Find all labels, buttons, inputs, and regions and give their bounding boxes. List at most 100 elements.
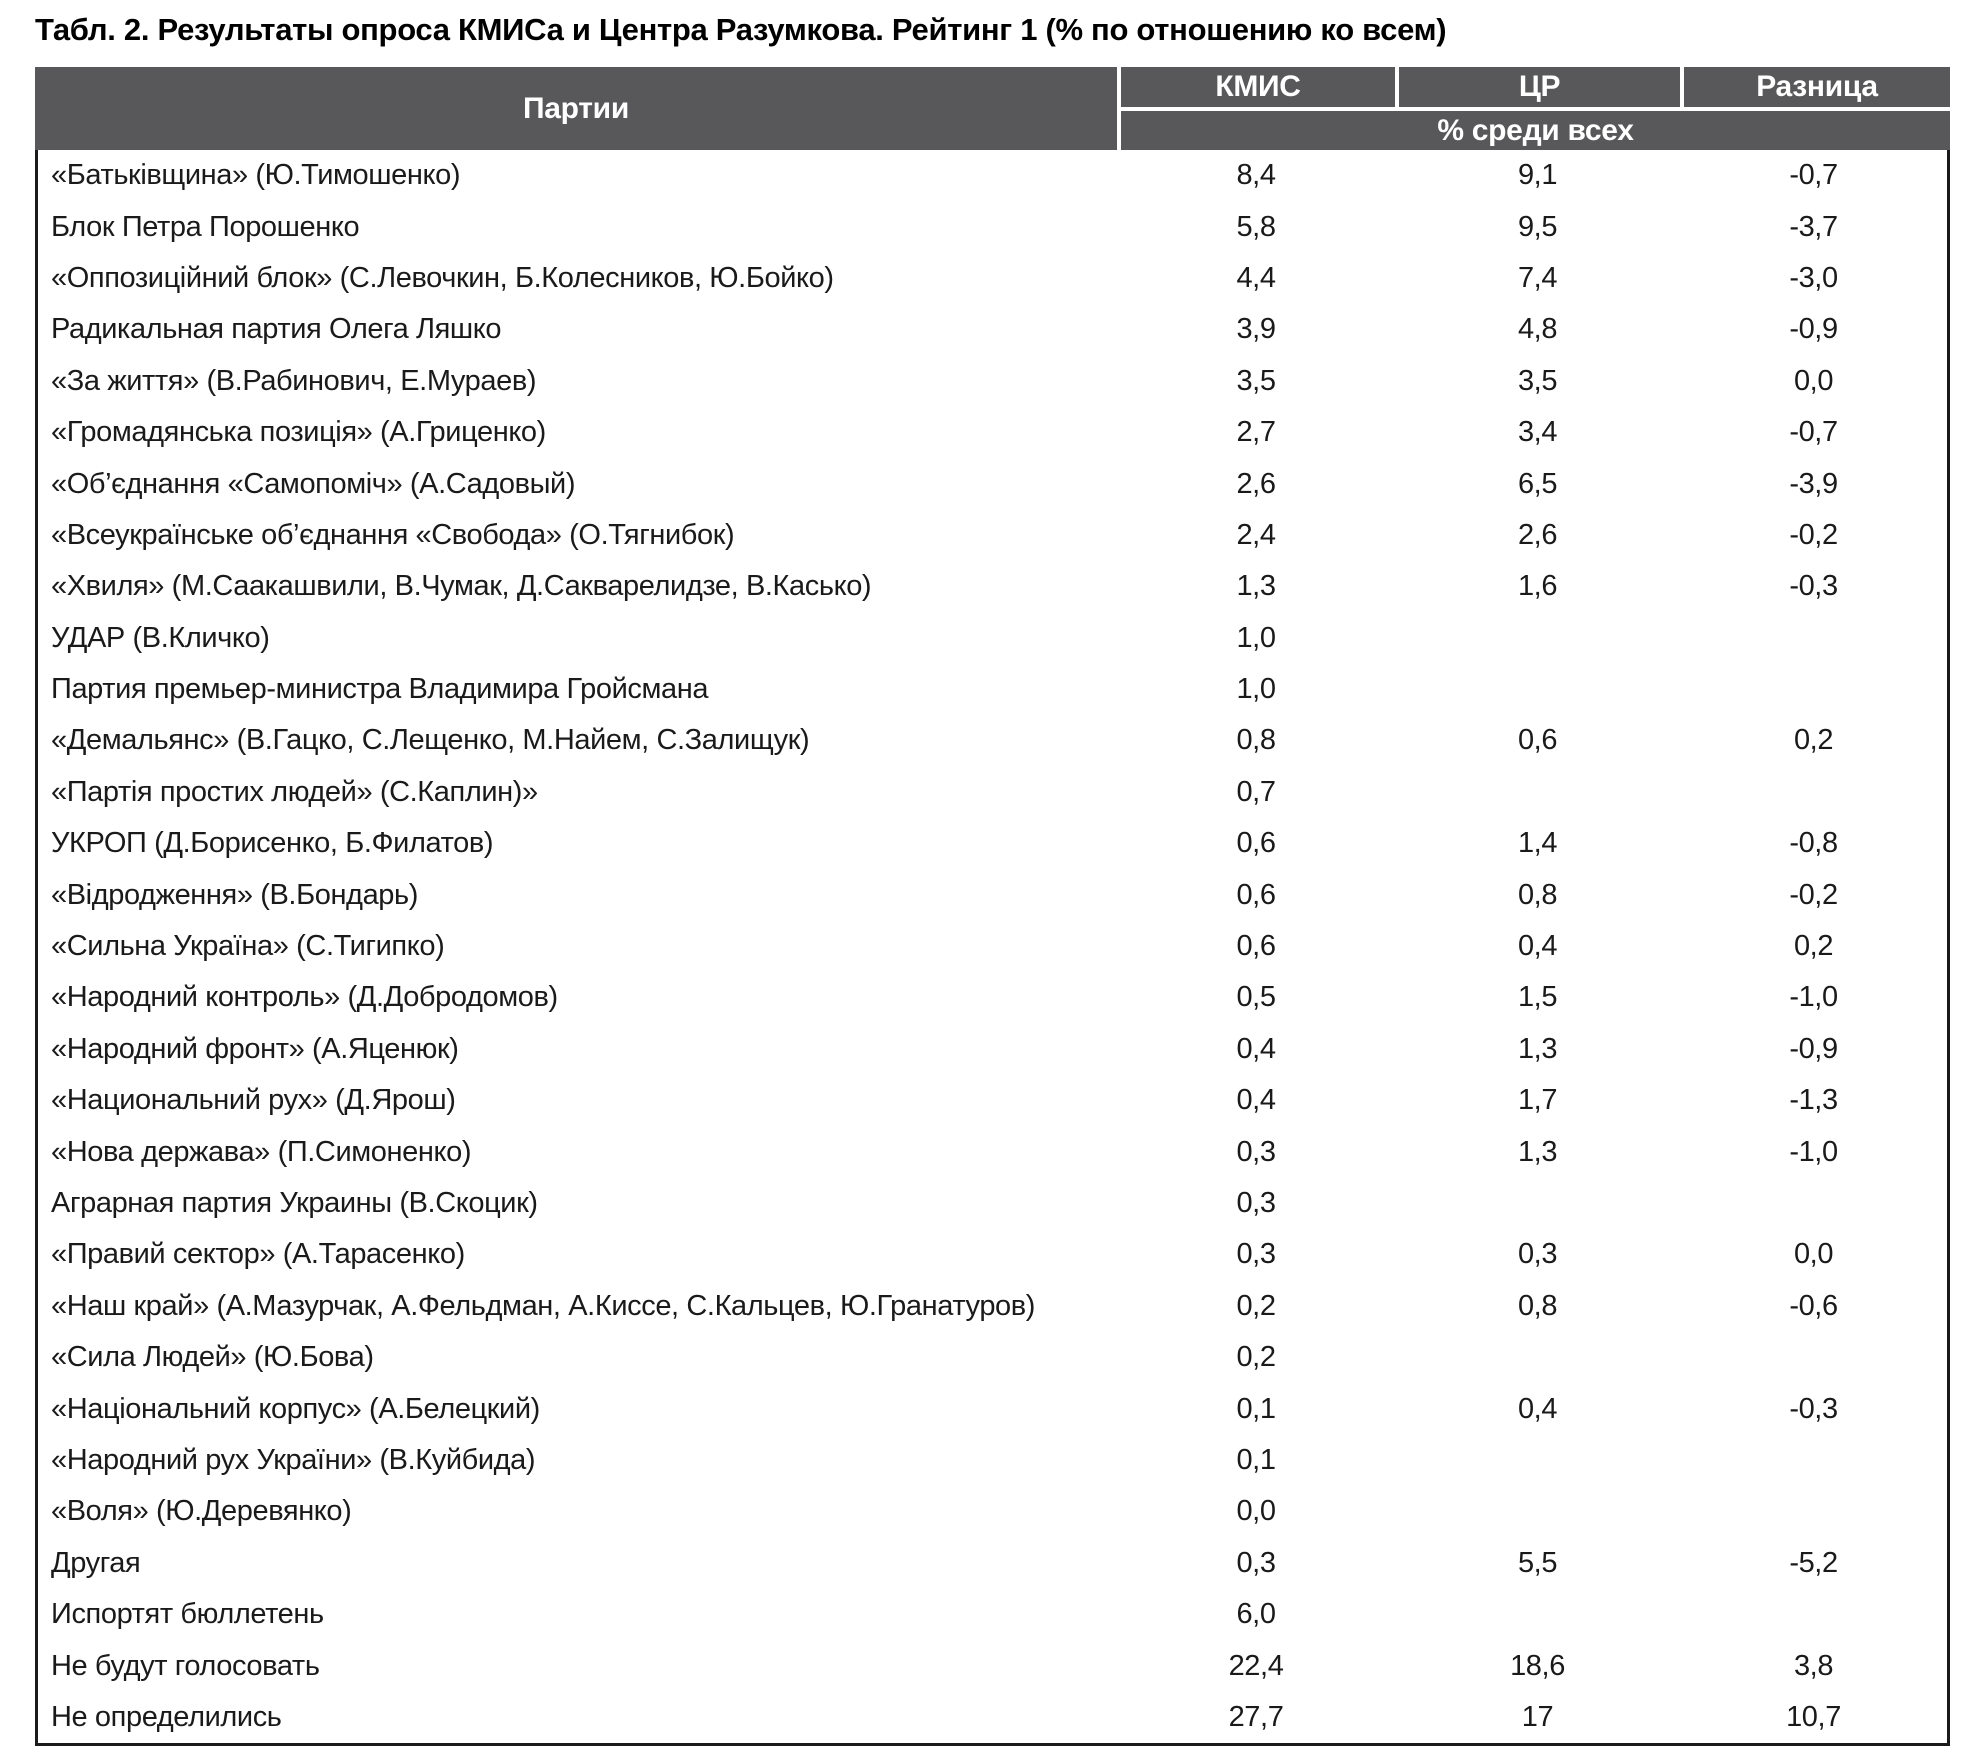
kmis-value-cell: 0,6	[1236, 930, 1276, 963]
poll-results-table: Партии КМИС ЦР Разница % среди всех «Бат…	[35, 67, 1950, 1747]
table-row: Блок Петра Порошенко 5,8 9,5 -3,7	[38, 201, 1947, 252]
kmis-value-cell: 0,2	[1236, 1289, 1276, 1322]
table-row: «Сильна Україна» (С.Тигипко) 0,6 0,4 0,2	[38, 921, 1947, 972]
table-row: «Национальний рух» (Д.Ярош) 0,4 1,7 -1,3	[38, 1075, 1947, 1126]
party-name-cell: «Нова держава» (П.Симоненко)	[51, 1135, 472, 1168]
cr-value-cell: 0,8	[1517, 878, 1558, 911]
kmis-value-cell: 0,0	[1236, 1495, 1276, 1528]
kmis-value-cell: 0,1	[1236, 1392, 1276, 1425]
kmis-value-cell: 1,3	[1236, 570, 1276, 603]
kmis-value-cell: 0,1	[1236, 1443, 1276, 1476]
party-name-cell: «Демальянс» (В.Гацко, С.Лещенко, М.Найем…	[51, 724, 810, 757]
cr-value-cell: 0,3	[1517, 1238, 1558, 1271]
table-row: «Відродження» (В.Бондарь) 0,6 0,8 -0,2	[38, 869, 1947, 920]
table-row: Не будут голосовать 22,4 18,6 3,8	[38, 1640, 1947, 1691]
cr-value-cell: 1,6	[1517, 570, 1558, 603]
kmis-value-cell: 22,4	[1228, 1649, 1284, 1682]
party-name-cell: «Громадянська позиція» (А.Гриценко)	[51, 416, 546, 449]
kmis-value-cell: 0,5	[1236, 981, 1276, 1014]
party-name-cell: «Народний контроль» (Д.Добродомов)	[51, 981, 558, 1014]
difference-value-cell: -0,3	[1789, 570, 1838, 603]
difference-value-cell: -0,7	[1789, 159, 1838, 192]
party-name-cell: Аграрная партия Украины (В.Скоцик)	[51, 1187, 538, 1219]
party-name-cell: «Об’єднання «Самопоміч» (А.Садовый)	[51, 467, 576, 500]
table-row: «Народний фронт» (А.Яценюк) 0,4 1,3 -0,9	[38, 1024, 1947, 1075]
party-name-cell: «Правий сектор» (А.Тарасенко)	[51, 1238, 465, 1271]
party-name-cell: Блок Петра Порошенко	[51, 210, 360, 243]
difference-value-cell: -0,7	[1789, 416, 1838, 449]
table-row: «Воля» (Ю.Деревянко) 0,0	[38, 1486, 1947, 1537]
cr-value-cell: 9,5	[1517, 210, 1558, 243]
party-name-cell: «Національний корпус» (А.Белецкий)	[51, 1392, 540, 1425]
kmis-value-cell: 6,0	[1236, 1598, 1276, 1631]
party-name-cell: «Наш край» (А.Мазурчак, А.Фельдман, А.Ки…	[51, 1289, 1036, 1322]
difference-value-cell: -1,0	[1789, 981, 1838, 1014]
cr-value-cell: 6,5	[1517, 467, 1558, 500]
kmis-value-cell: 0,4	[1236, 1084, 1276, 1117]
party-name-cell: «Народний рух України» (В.Куйбида)	[51, 1443, 536, 1476]
difference-value-cell: 10,7	[1786, 1700, 1841, 1733]
kmis-value-cell: 3,9	[1236, 313, 1276, 346]
table-row: «Громадянська позиція» (А.Гриценко) 2,7 3,…	[38, 407, 1947, 458]
kmis-value-cell: 1,0	[1236, 673, 1276, 706]
difference-value-cell: -1,0	[1789, 1135, 1838, 1168]
table-row: Партия премьер-министра Владимира Гройсм…	[38, 664, 1947, 715]
table-row: «Народний рух України» (В.Куйбида) 0,1	[38, 1435, 1947, 1486]
table-row: Другая 0,3 5,5 -5,2	[38, 1538, 1947, 1589]
difference-value-cell: 0,2	[1793, 930, 1834, 963]
kmis-value-cell: 3,5	[1236, 364, 1276, 397]
cr-value-cell: 0,6	[1517, 724, 1558, 757]
table-row: «Сила Людей» (Ю.Бова) 0,2	[38, 1332, 1947, 1383]
kmis-value-cell: 0,3	[1236, 1238, 1276, 1271]
subheader-percent-among-all: % среди всех	[1117, 107, 1950, 150]
table-row: Испортят бюллетень 6,0	[38, 1589, 1947, 1640]
cr-value-cell: 18,6	[1510, 1649, 1565, 1682]
cr-value-cell: 0,4	[1517, 930, 1558, 963]
table-row: «Демальянс» (В.Гацко, С.Лещенко, М.Найем…	[38, 715, 1947, 766]
table-row: «Об’єднання «Самопоміч» (А.Садовый) 2,6 6,…	[38, 458, 1947, 509]
table-row: «Хвиля» (М.Саакашвили, В.Чумак, Д.Саквар…	[38, 561, 1947, 612]
difference-value-cell: -0,3	[1789, 1392, 1838, 1425]
kmis-value-cell: 2,6	[1236, 467, 1276, 500]
cr-value-cell: 1,3	[1517, 1135, 1558, 1168]
kmis-value-cell: 2,7	[1236, 416, 1276, 449]
table-row: «Національний корпус» (А.Белецкий) 0,1 0,4…	[38, 1383, 1947, 1434]
kmis-value-cell: 0,3	[1236, 1546, 1276, 1579]
difference-value-cell: -0,2	[1789, 878, 1838, 911]
difference-value-cell: -0,9	[1789, 1032, 1838, 1065]
difference-value-cell: -3,0	[1789, 261, 1838, 294]
kmis-value-cell: 0,7	[1236, 775, 1276, 808]
difference-value-cell: -1,3	[1789, 1084, 1838, 1117]
kmis-value-cell: 0,6	[1236, 827, 1276, 860]
party-name-cell: «Сильна Україна» (С.Тигипко)	[51, 930, 445, 963]
kmis-value-cell: 0,6	[1236, 878, 1276, 911]
party-name-cell: Не определились	[51, 1700, 282, 1733]
column-header-cr: ЦР	[1395, 67, 1680, 107]
difference-value-cell: 3,8	[1793, 1649, 1834, 1682]
cr-value-cell: 5,5	[1517, 1546, 1558, 1579]
column-header-parties: Партии	[35, 67, 1117, 150]
kmis-value-cell: 4,4	[1236, 261, 1276, 294]
kmis-value-cell: 2,4	[1236, 518, 1276, 551]
table-row: УКРОП (Д.Борисенко, Б.Филатов) 0,6 1,4 -0,8	[38, 818, 1947, 869]
party-name-cell: «Народний фронт» (А.Яценюк)	[51, 1032, 459, 1065]
party-name-cell: УДАР (В.Кличко)	[51, 621, 270, 654]
cr-value-cell: 3,4	[1517, 416, 1558, 449]
difference-value-cell: -0,8	[1789, 827, 1838, 860]
cr-value-cell: 0,8	[1517, 1289, 1558, 1322]
kmis-value-cell: 5,8	[1236, 210, 1276, 243]
table-row: «Правий сектор» (А.Тарасенко) 0,3 0,3 0,0	[38, 1229, 1947, 1280]
table-row: «Народний контроль» (Д.Добродомов) 0,5 1,5…	[38, 972, 1947, 1023]
party-name-cell: «Воля» (Ю.Деревянко)	[51, 1495, 352, 1528]
party-name-cell: УКРОП (Д.Борисенко, Б.Филатов)	[51, 827, 494, 860]
table-title: Табл. 2. Результаты опроса КМИСа и Центр…	[35, 12, 1447, 47]
cr-value-cell: 1,3	[1517, 1032, 1558, 1065]
kmis-value-cell: 8,4	[1236, 159, 1276, 192]
table-row: «Батьківщина» (Ю.Тимошенко) 8,4 9,1 -0,7	[38, 150, 1947, 201]
table-row: «За життя» (В.Рабинович, Е.Мураев) 3,5 3,5…	[38, 356, 1947, 407]
cr-value-cell: 17	[1521, 1700, 1554, 1733]
table-header: Партии КМИС ЦР Разница % среди всех	[35, 67, 1950, 150]
table-row: «Всеукраїнське об’єднання «Свобода» (О.Т…	[38, 510, 1947, 561]
cr-value-cell: 3,5	[1517, 364, 1558, 397]
